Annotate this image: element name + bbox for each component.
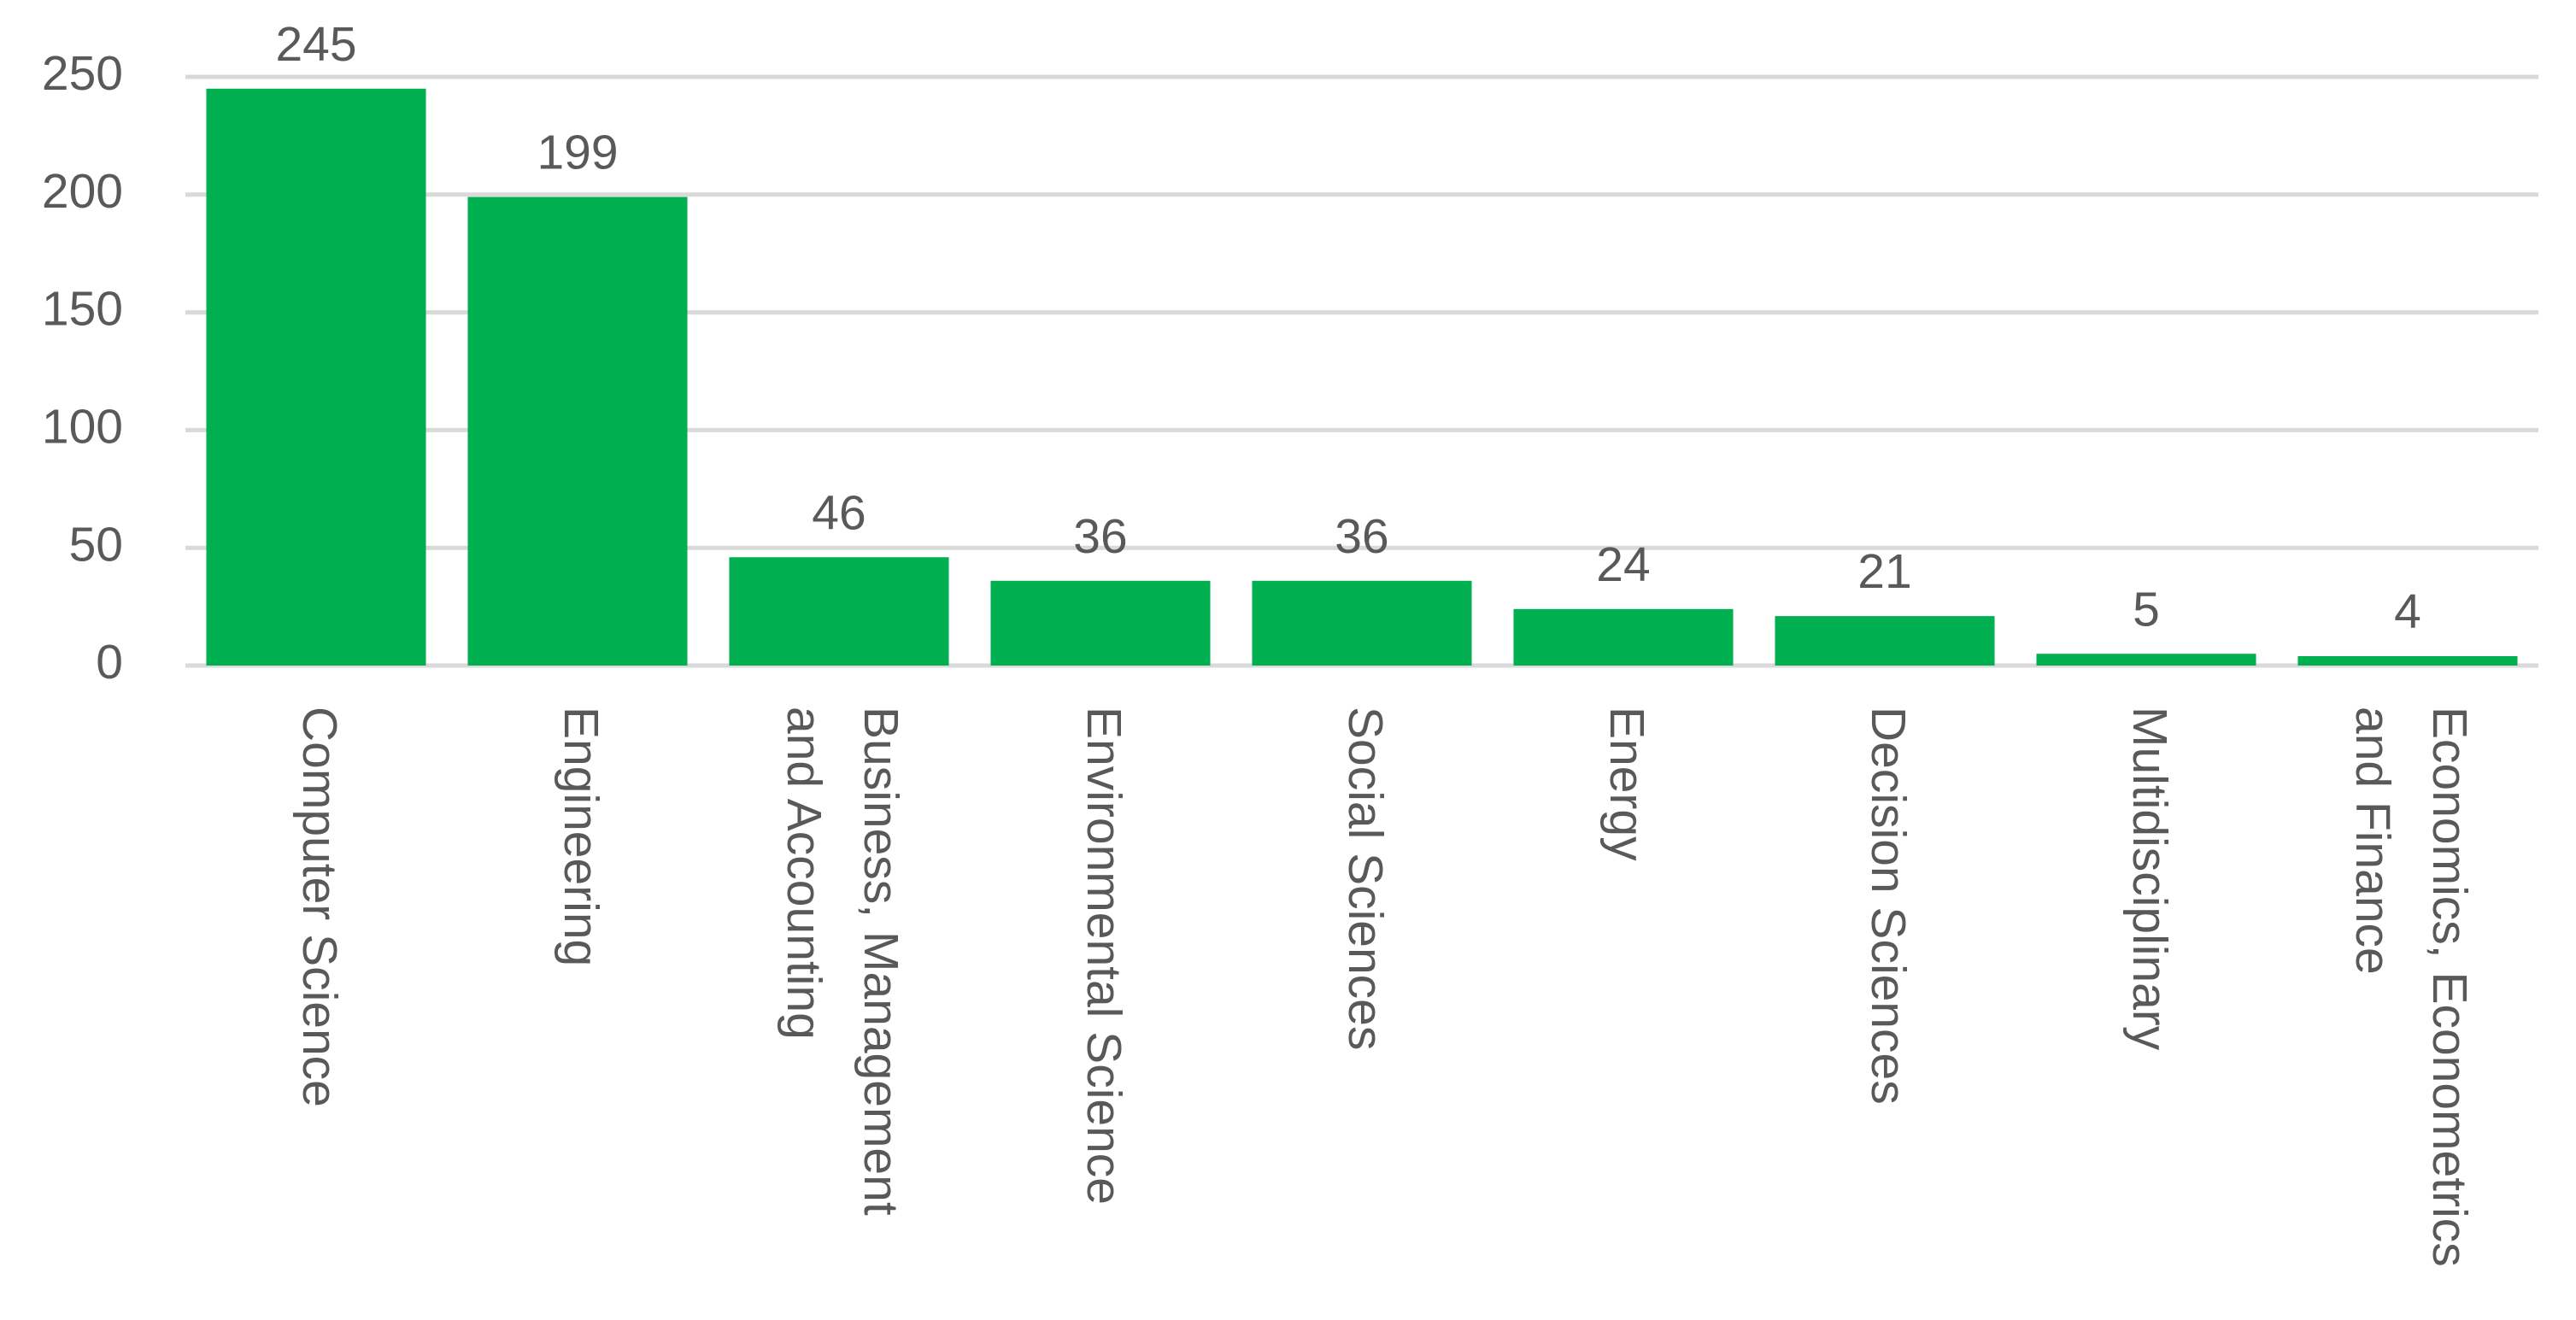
bar xyxy=(1513,608,1734,666)
label-line: Energy xyxy=(1599,707,1654,861)
label-line: Multidisciplinary xyxy=(2122,707,2177,1051)
bar xyxy=(2036,654,2256,666)
label-line: Business, Management xyxy=(854,707,908,1229)
bar xyxy=(206,88,426,666)
value-label: 245 xyxy=(275,17,356,72)
y-tick-label: 0 xyxy=(96,635,123,689)
label-line: and Finance xyxy=(2345,707,2400,975)
label-line: and Accounting xyxy=(777,707,831,1040)
value-label: 46 xyxy=(812,485,866,540)
bar xyxy=(1775,616,1995,666)
label-line: Engineering xyxy=(554,707,608,966)
label-line: Economics, Econometrics xyxy=(2422,707,2477,1281)
value-label: 199 xyxy=(537,126,618,180)
bar xyxy=(467,197,688,666)
label-line: Computer Science xyxy=(292,707,347,1107)
value-label: 21 xyxy=(1857,544,1911,599)
bar xyxy=(990,580,1211,666)
value-label: 4 xyxy=(2394,584,2421,639)
label-line: Social Sciences xyxy=(1338,707,1393,1050)
x-tick-label: Environmental Science xyxy=(1077,707,1131,1205)
x-tick-label: Multidisciplinary xyxy=(2122,707,2177,1051)
x-tick-label: Social Sciences xyxy=(1338,707,1393,1050)
value-label: 36 xyxy=(1073,509,1127,564)
value-label: 5 xyxy=(2133,582,2160,637)
bar xyxy=(1252,580,1472,666)
x-tick-label: Engineering xyxy=(554,707,608,966)
x-tick-label: Computer Science xyxy=(292,707,347,1107)
x-tick-label: Decision Sciences xyxy=(1861,707,1916,1105)
bar xyxy=(729,557,949,666)
value-label: 24 xyxy=(1596,537,1650,592)
bar xyxy=(2297,655,2518,666)
y-tick-label: 200 xyxy=(42,164,123,219)
label-line: Environmental Science xyxy=(1077,707,1131,1205)
x-tick-label: Business, Management and Accounting xyxy=(777,707,908,1229)
y-tick-label: 50 xyxy=(69,517,123,572)
label-line: Decision Sciences xyxy=(1861,707,1916,1105)
x-tick-label: Energy xyxy=(1599,707,1654,861)
y-tick-label: 150 xyxy=(42,282,123,337)
value-label: 36 xyxy=(1335,509,1388,564)
y-tick-label: 250 xyxy=(42,46,123,101)
y-tick-label: 100 xyxy=(42,399,123,454)
x-tick-label: Economics, Econometrics and Finance xyxy=(2345,707,2477,1281)
